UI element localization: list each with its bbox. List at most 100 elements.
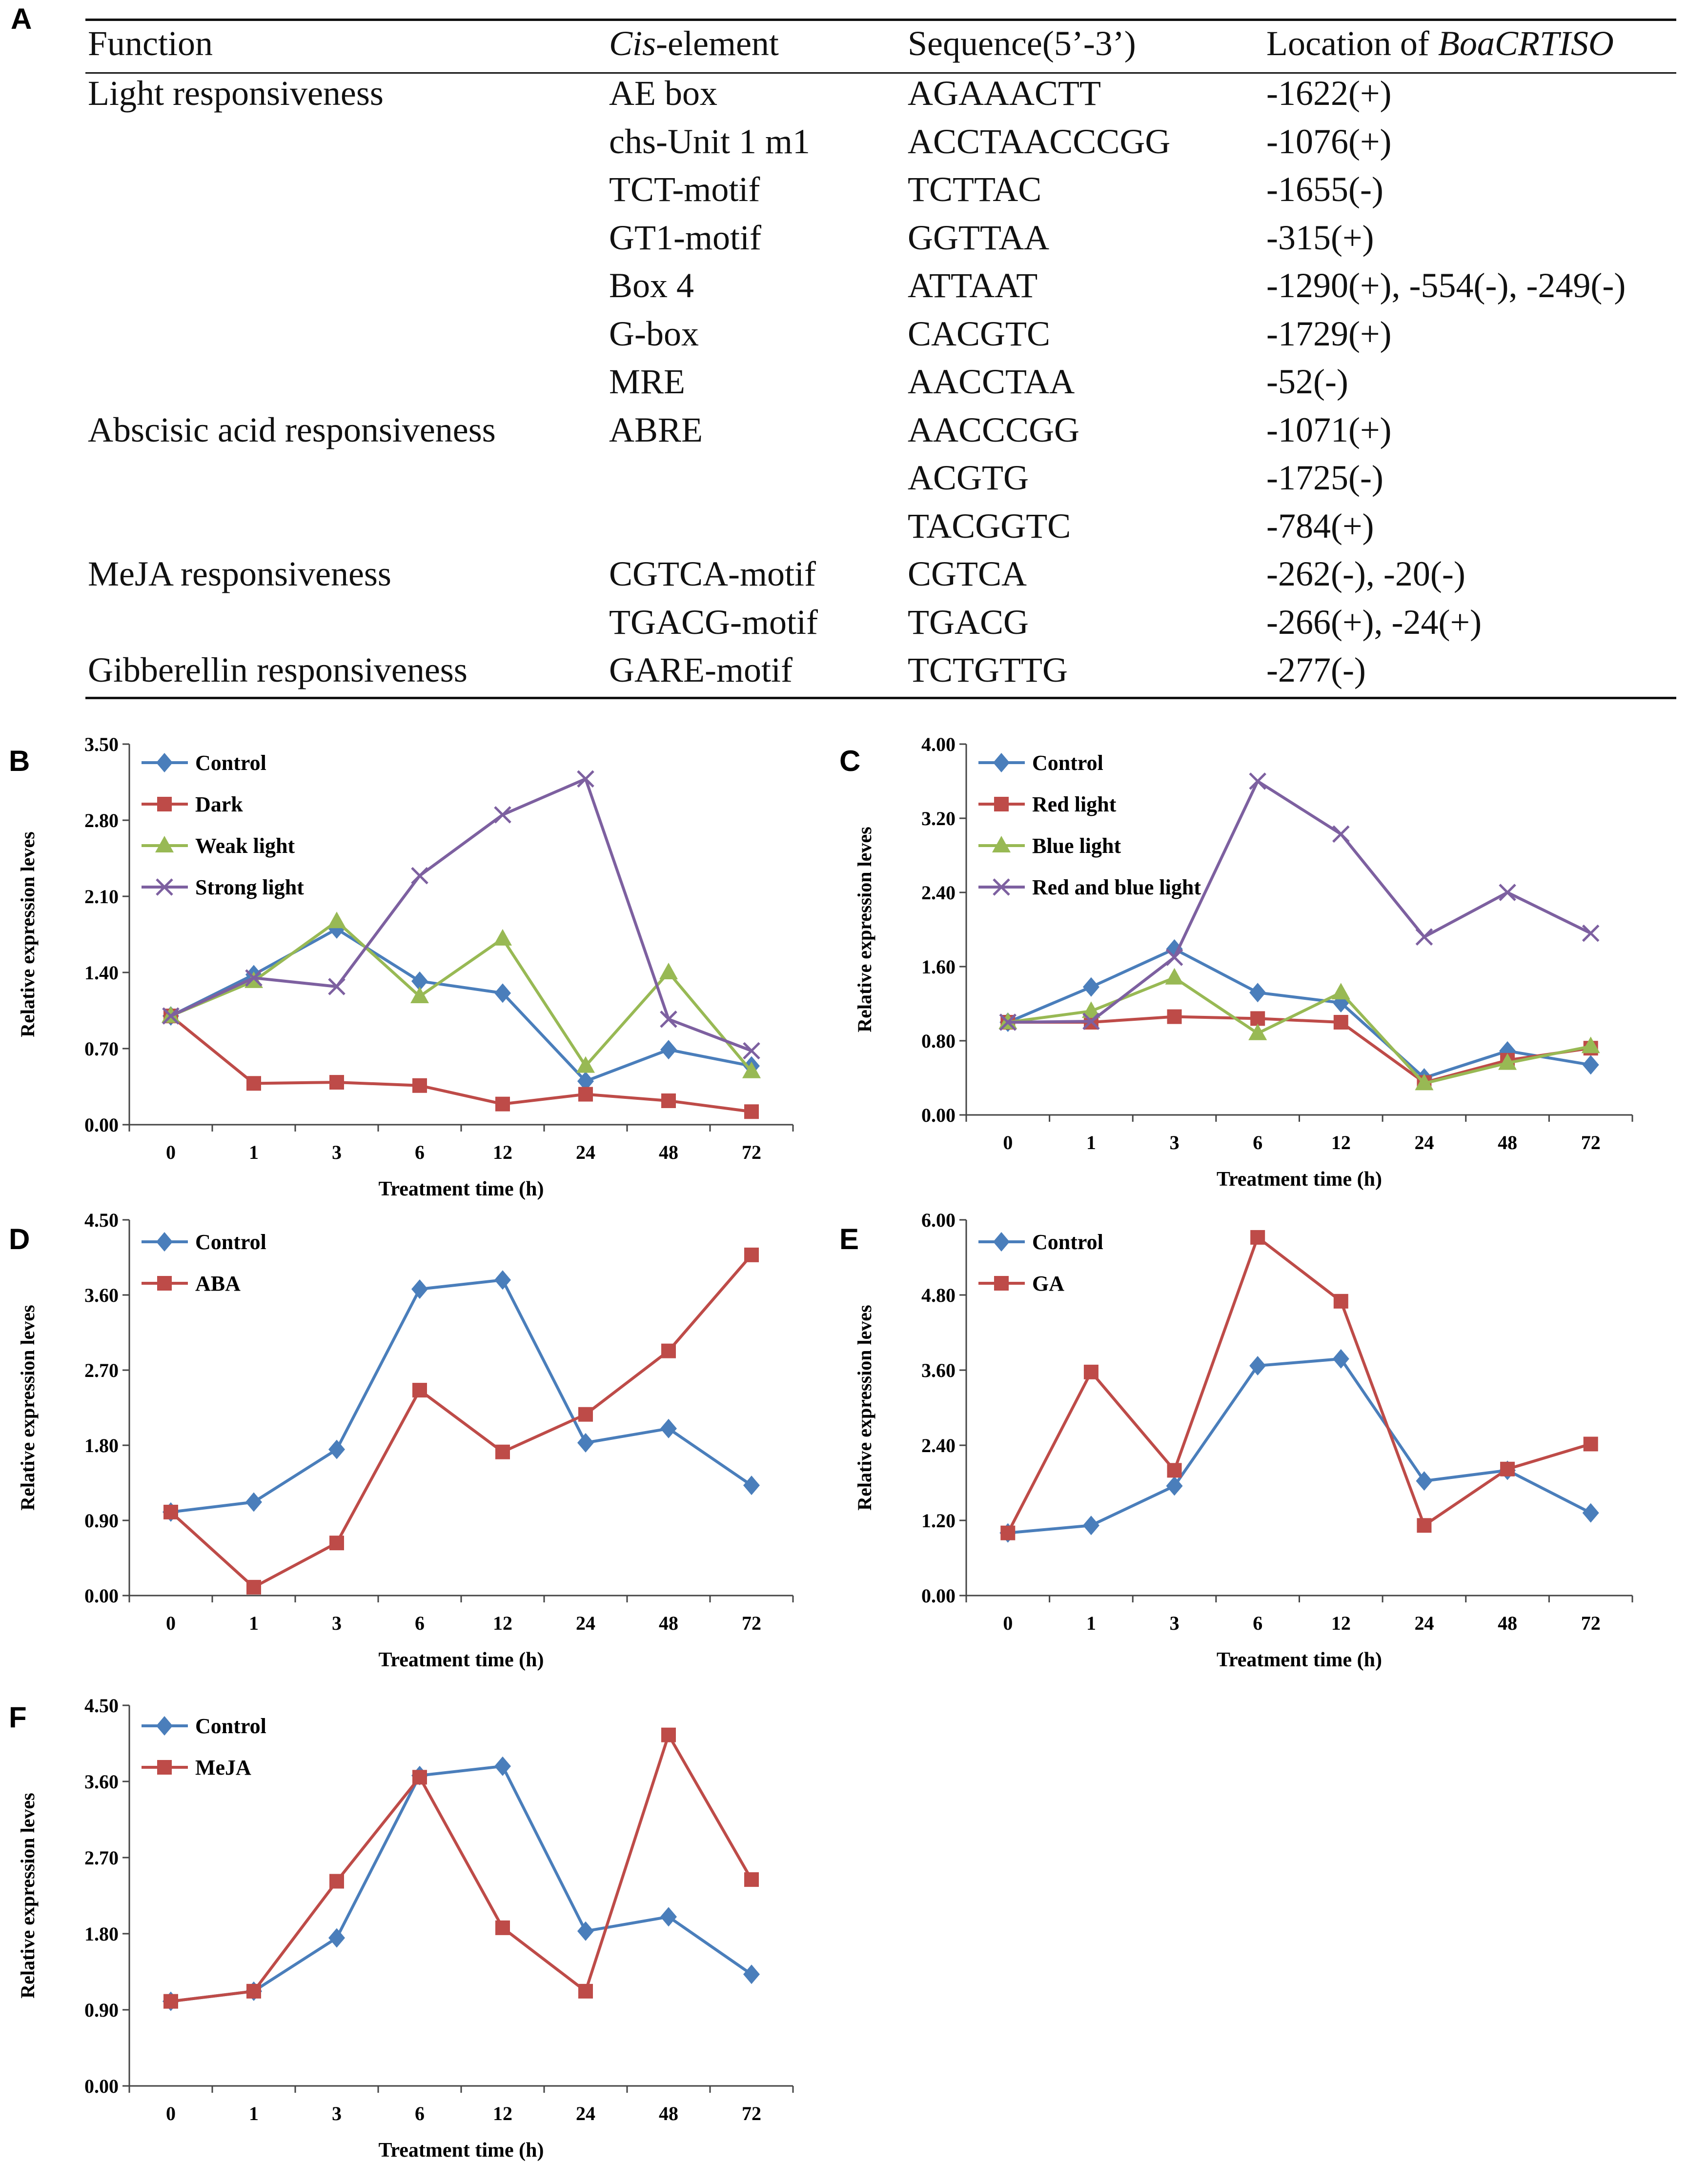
table-cell-location: -1729(+) bbox=[1266, 314, 1392, 353]
data-point bbox=[494, 806, 511, 824]
legend-label: Red light bbox=[1032, 792, 1117, 816]
data-point bbox=[660, 1040, 677, 1060]
legend-marker bbox=[156, 878, 173, 896]
y-tick-label: 0.90 bbox=[84, 1510, 119, 1532]
y-tick-label: 3.60 bbox=[84, 1284, 119, 1306]
legend-item: Strong light bbox=[142, 875, 304, 899]
y-axis-title: Relative expression leves bbox=[854, 827, 875, 1032]
x-tick-label: 48 bbox=[659, 1612, 678, 1634]
table-cell-element: TCT-motif bbox=[609, 170, 760, 209]
table-cell-sequence: TGACG bbox=[908, 602, 1029, 642]
legend-item: Control bbox=[142, 751, 266, 775]
x-axis-title: Treatment time (h) bbox=[1217, 1649, 1382, 1671]
x-tick-label: 48 bbox=[1498, 1612, 1517, 1634]
x-tick-label: 1 bbox=[249, 2103, 259, 2124]
series-control bbox=[163, 1756, 760, 2011]
x-tick-label: 12 bbox=[493, 1612, 512, 1634]
x-tick-label: 72 bbox=[742, 1141, 761, 1163]
x-tick-label: 1 bbox=[249, 1141, 259, 1163]
data-point bbox=[660, 1907, 677, 1927]
data-point bbox=[1000, 1525, 1016, 1540]
x-axis-title: Treatment time (h) bbox=[379, 2139, 544, 2162]
chart-b: B 0.00 0.70 1.40 2.10 2.80 3.50 0 1 3 6 12 24 48 72 Tre… bbox=[9, 733, 794, 1200]
series-line bbox=[1008, 1357, 1592, 1535]
data-point bbox=[246, 1076, 261, 1091]
data-point bbox=[743, 1042, 760, 1060]
x-axis-title: Treatment time (h) bbox=[1217, 1168, 1382, 1191]
data-point bbox=[1248, 1023, 1267, 1040]
legend-item: Control bbox=[142, 1230, 266, 1254]
table-cell-element: G-box bbox=[609, 314, 699, 353]
table-cell-location: -1290(+), -554(-), -249(-) bbox=[1266, 266, 1626, 305]
legend-label: Strong light bbox=[195, 875, 304, 899]
table-cell-location: -1071(+) bbox=[1266, 410, 1392, 449]
chart-f: F 0.00 0.90 1.80 2.70 3.60 4.50 0 1 3 6 12 24 48 72 Tre… bbox=[9, 1695, 794, 2162]
x-tick-label: 3 bbox=[1170, 1612, 1179, 1634]
panel-label-a: A bbox=[11, 2, 32, 35]
data-point bbox=[578, 1087, 593, 1102]
table-cell-sequence: TCTTAC bbox=[908, 170, 1042, 209]
y-tick-label: 0.00 bbox=[84, 2075, 119, 2097]
data-point bbox=[1082, 1012, 1100, 1030]
y-tick-label: 2.70 bbox=[84, 1847, 119, 1869]
series-control bbox=[163, 1270, 760, 1522]
data-point bbox=[1165, 949, 1183, 966]
table-cell-location: -1622(+) bbox=[1266, 74, 1392, 113]
data-point bbox=[661, 1727, 676, 1742]
table-cell-function: Gibberellin responsiveness bbox=[88, 650, 468, 689]
y-tick-label: 0.00 bbox=[921, 1104, 956, 1126]
data-point bbox=[1415, 928, 1433, 946]
legend-label: Blue light bbox=[1032, 834, 1121, 858]
legend-label: Control bbox=[195, 1714, 266, 1738]
data-point bbox=[744, 1104, 759, 1119]
data-point bbox=[1416, 1471, 1433, 1491]
legend-label: Control bbox=[195, 751, 266, 775]
data-point bbox=[1582, 1055, 1599, 1075]
table-cell-function: MeJA responsiveness bbox=[88, 554, 391, 593]
series-line bbox=[170, 777, 752, 1052]
data-point bbox=[1332, 1349, 1349, 1369]
data-point bbox=[1167, 1463, 1182, 1478]
x-tick-label: 6 bbox=[1253, 1132, 1262, 1153]
x-axis-title: Treatment time (h) bbox=[379, 1178, 544, 1200]
data-point bbox=[1249, 1356, 1266, 1376]
series-blue-light bbox=[998, 968, 1600, 1091]
legend-marker bbox=[157, 1276, 172, 1291]
table-cell-location: -784(+) bbox=[1266, 506, 1374, 546]
legend-item: Control bbox=[142, 1714, 266, 1738]
y-tick-label: 0.00 bbox=[84, 1114, 119, 1136]
data-point bbox=[328, 1439, 345, 1459]
table-cell-location: -262(-), -20(-) bbox=[1266, 554, 1465, 593]
x-tick-label: 0 bbox=[1003, 1132, 1013, 1153]
data-point bbox=[1167, 1009, 1182, 1024]
x-tick-label: 24 bbox=[576, 1612, 595, 1634]
y-tick-label: 1.60 bbox=[921, 956, 956, 978]
table-cell-sequence: AACCTAA bbox=[908, 362, 1075, 401]
series-line bbox=[170, 1733, 753, 2003]
data-point bbox=[1499, 884, 1516, 901]
data-point bbox=[1331, 983, 1350, 1000]
data-point bbox=[1581, 1036, 1600, 1053]
series-line bbox=[1007, 976, 1591, 1085]
table-cell-sequence: ACCTAACCCGG bbox=[908, 121, 1171, 161]
data-point bbox=[1417, 1518, 1432, 1533]
data-point bbox=[328, 1928, 345, 1948]
series-strong-light bbox=[162, 770, 760, 1060]
data-point bbox=[577, 1071, 594, 1091]
legend-label: GA bbox=[1032, 1272, 1064, 1295]
data-point bbox=[1166, 939, 1183, 959]
data-point bbox=[1583, 1436, 1598, 1452]
table-cell-function: Light responsiveness bbox=[88, 74, 384, 113]
y-tick-label: 0.00 bbox=[84, 1585, 119, 1607]
legend-marker bbox=[993, 1232, 1010, 1252]
table-cell-element: AE box bbox=[609, 74, 717, 113]
legend-marker bbox=[994, 797, 1009, 811]
data-point bbox=[328, 978, 346, 995]
data-point bbox=[412, 1078, 427, 1093]
x-tick-label: 24 bbox=[1414, 1612, 1434, 1634]
legend-item: Control bbox=[978, 751, 1103, 775]
y-tick-label: 0.80 bbox=[921, 1030, 956, 1052]
y-tick-label: 3.50 bbox=[84, 733, 119, 755]
data-point bbox=[661, 1093, 676, 1108]
legend-item: Red light bbox=[978, 792, 1117, 816]
